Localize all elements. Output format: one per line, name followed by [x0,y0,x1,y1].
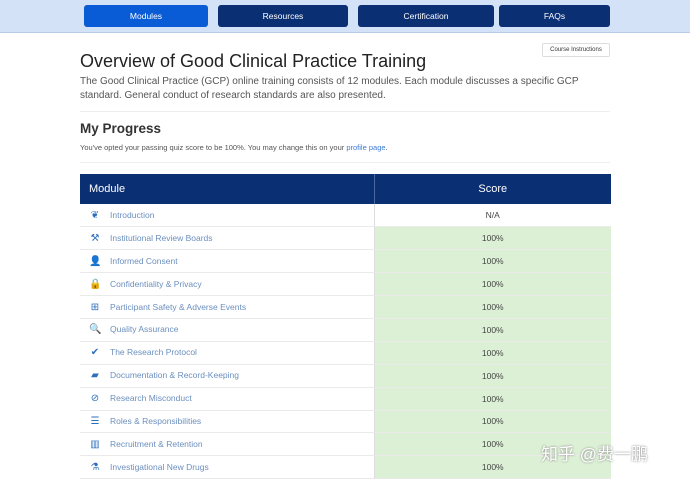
nav-resources[interactable]: Resources [218,5,348,27]
progress-table: Module Score ❦ Introduction N/A ⚒ Institutio… [80,174,611,480]
progress-heading: My Progress [80,121,162,136]
score-cell: 100% [373,364,611,388]
watermark: 知乎 @费一鹏 [541,445,648,464]
score-cell: 100% [373,387,611,411]
book-icon: ▰ [91,370,99,382]
table-row: 👤 Informed Consent 100% [80,249,611,274]
table-row: 🔒 Confidentiality & Privacy 100% [80,272,611,297]
module-cell[interactable]: ⚒ Institutional Review Boards [80,226,374,251]
user-icon: 👤 [89,255,102,267]
table-row: ⚒ Institutional Review Boards 100% [80,226,611,251]
leaf-icon: ❦ [90,209,100,221]
search-icon: 🔍 [89,324,102,336]
description: The Good Clinical Practice (GCP) online … [80,76,579,101]
nav-certification[interactable]: Certification [358,5,494,27]
score-cell: 100% [373,432,611,457]
module-cell[interactable]: ⊘ Research Misconduct [80,387,374,411]
module-link[interactable]: Quality Assurance [110,324,179,335]
module-cell[interactable]: 👤 Informed Consent [80,249,374,274]
score-cell: 100% [373,295,611,319]
progress-note: You've opted your passing quiz score to … [80,143,388,152]
module-link[interactable]: Participant Safety & Adverse Events [110,301,247,312]
note-text: You've opted your passing quiz score to … [80,143,347,152]
table-row: ⊘ Research Misconduct 100% [80,387,611,411]
bar-chart-icon: ▥ [90,438,100,450]
module-cell[interactable]: 🔒 Confidentiality & Privacy [80,272,374,297]
module-header: Module [80,174,375,204]
ban-icon: ⊘ [90,393,100,405]
module-link[interactable]: Introduction [110,209,155,220]
module-link[interactable]: Confidentiality & Privacy [110,278,202,289]
page-title: Overview of Good Clinical Practice Train… [80,51,427,71]
gavel-icon: ⚒ [90,232,100,244]
course-instructions-button[interactable]: Course Instructions [542,43,610,57]
lock-icon: 🔒 [89,278,102,290]
divider [80,162,610,163]
table-row: ▥ Recruitment & Retention 100% [80,432,611,457]
module-cell[interactable]: ❦ Introduction [80,204,374,228]
module-cell[interactable]: 🔍 Quality Assurance [80,318,374,342]
module-cell[interactable]: ✔ The Research Protocol [80,341,374,365]
table-row: ✔ The Research Protocol 100% [80,341,611,365]
nav-faqs[interactable]: FAQs [499,5,610,27]
module-link[interactable]: Investigational New Drugs [110,461,209,472]
score-cell: N/A [373,204,611,228]
score-cell: 100% [373,455,611,480]
table-row: ❦ Introduction N/A [80,204,611,228]
profile-page-link[interactable]: profile page [346,143,386,152]
table-row: ⚗ Investigational New Drugs 100% [80,455,611,480]
table-row: ☰ Roles & Responsibilities 100% [80,410,611,434]
module-link[interactable]: Roles & Responsibilities [110,415,202,426]
module-link[interactable]: The Research Protocol [110,347,197,358]
list-icon: ☰ [90,415,100,427]
note-end: . [385,143,388,152]
score-cell: 100% [373,318,611,342]
medkit-icon: ⊞ [90,301,100,313]
module-cell[interactable]: ☰ Roles & Responsibilities [80,410,374,434]
score-cell: 100% [373,249,611,274]
table-row: ⊞ Participant Safety & Adverse Events 100% [80,295,611,319]
module-link[interactable]: Research Misconduct [110,393,192,404]
module-link[interactable]: Institutional Review Boards [110,232,213,243]
score-cell: 100% [373,226,611,251]
score-header: Score [374,174,611,204]
module-cell[interactable]: ▰ Documentation & Record-Keeping [80,364,374,388]
divider [80,111,610,112]
check-circle-icon: ✔ [90,347,100,359]
score-cell: 100% [373,341,611,365]
module-cell[interactable]: ▥ Recruitment & Retention [80,432,374,457]
table-row: ▰ Documentation & Record-Keeping 100% [80,364,611,388]
module-link[interactable]: Recruitment & Retention [110,438,203,449]
score-cell: 100% [373,272,611,297]
module-link[interactable]: Informed Consent [110,255,178,266]
top-nav: Modules Resources Certification FAQs [0,0,690,33]
module-cell[interactable]: ⊞ Participant Safety & Adverse Events [80,295,374,319]
table-row: 🔍 Quality Assurance 100% [80,318,611,342]
score-cell: 100% [373,410,611,434]
flask-icon: ⚗ [90,461,100,473]
module-cell[interactable]: ⚗ Investigational New Drugs [80,455,374,480]
nav-modules[interactable]: Modules [84,5,208,27]
module-link[interactable]: Documentation & Record-Keeping [110,370,239,381]
